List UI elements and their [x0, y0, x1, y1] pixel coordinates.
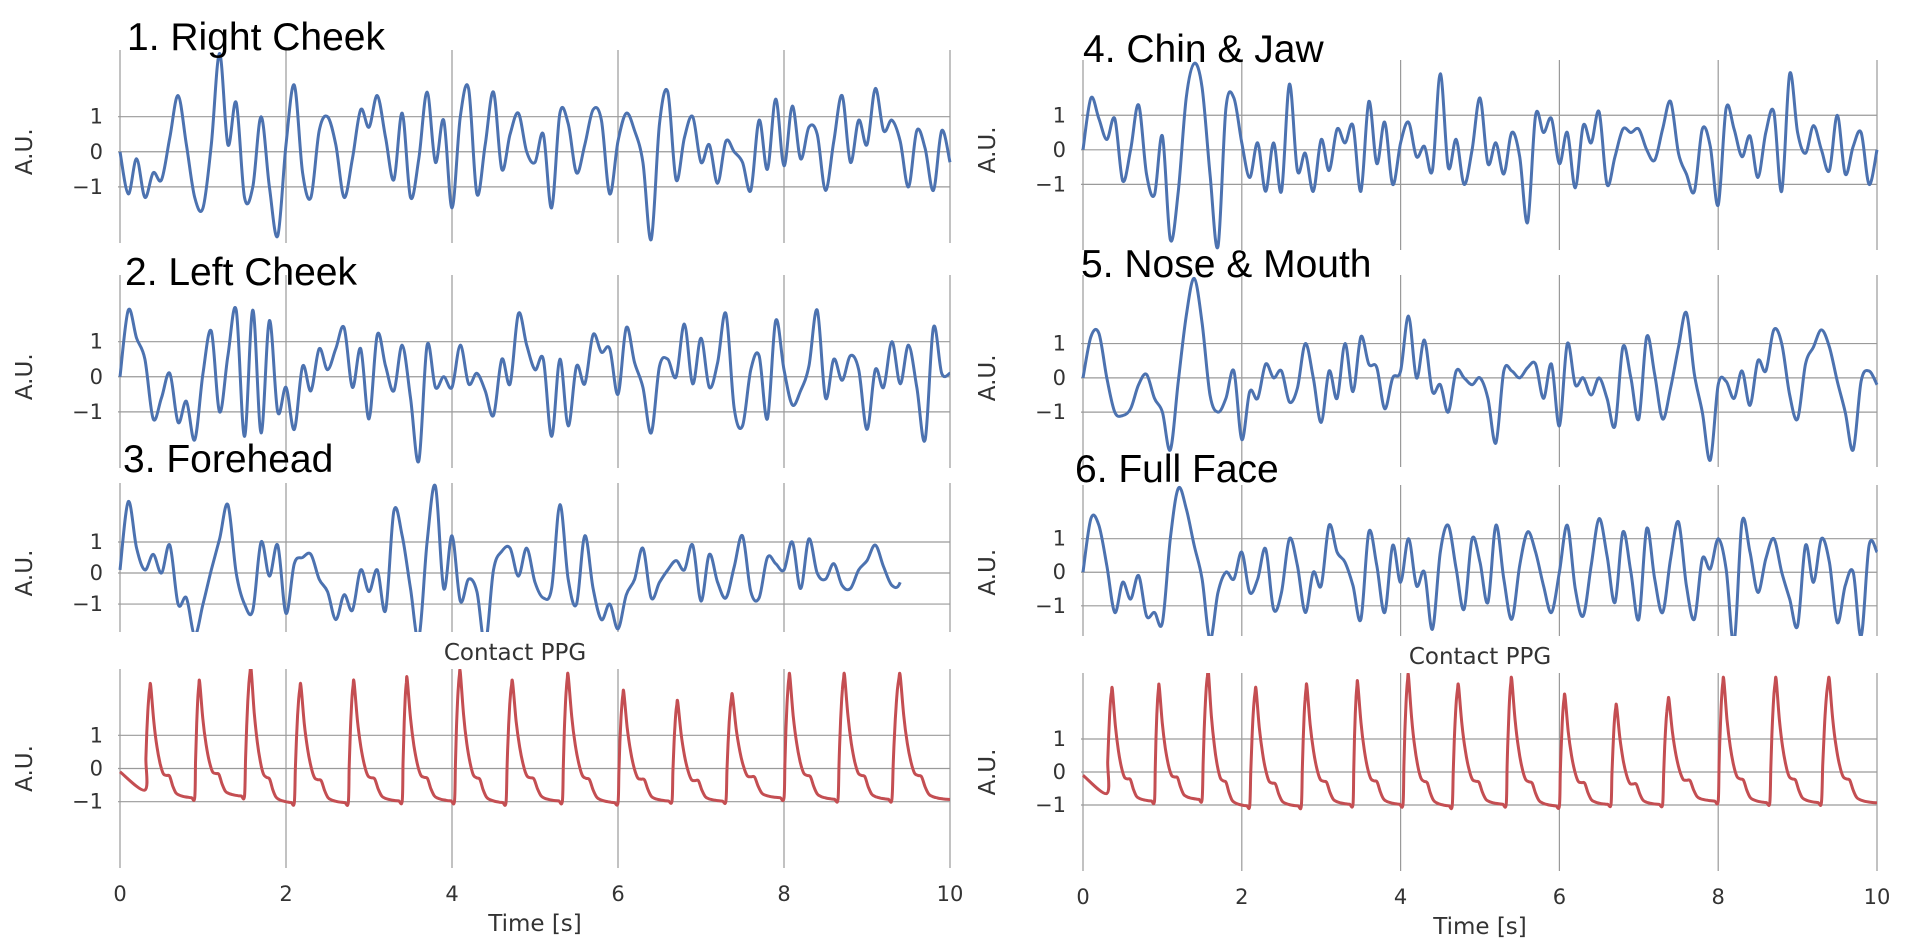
x-tick-label: 4	[1394, 885, 1407, 909]
y-axis-label: A.U.	[975, 126, 1001, 173]
y-tick-label: 0	[1053, 366, 1066, 390]
x-tick-label: 0	[1076, 885, 1089, 909]
chart-panel-3: 1 0 −1 A.U. 3. Forehead	[12, 438, 951, 632]
y-tick-label: 1	[1053, 527, 1066, 551]
panel-title: 3. Forehead	[123, 438, 333, 481]
y-tick-label: 1	[1053, 727, 1066, 751]
panel-title: 4. Chin & Jaw	[1083, 28, 1324, 71]
y-tick-label: −1	[72, 400, 103, 424]
y-tick-label: 1	[90, 723, 103, 747]
panel-title: Contact PPG	[1409, 644, 1551, 670]
panel-title: 2. Left Cheek	[125, 251, 357, 294]
series-line	[119, 669, 951, 807]
panel-title: Contact PPG	[444, 640, 586, 666]
y-axis-label: A.U.	[12, 745, 38, 792]
series-line	[118, 52, 952, 242]
y-tick-label: 1	[1053, 332, 1066, 356]
y-tick-label: −1	[1035, 172, 1066, 196]
chart-panel-2: 1 0 −1 A.U. 2. Left Cheek	[12, 251, 951, 468]
x-tick-label: 0	[113, 882, 126, 906]
y-tick-label: 0	[1053, 560, 1066, 584]
y-axis-label: A.U.	[975, 354, 1001, 401]
y-axis-label: A.U.	[12, 353, 38, 400]
y-tick-label: −1	[1035, 594, 1066, 618]
x-tick-label: 10	[1864, 885, 1891, 909]
y-tick-label: 1	[90, 105, 103, 129]
x-tick-label: 10	[937, 882, 964, 906]
y-tick-label: 0	[90, 365, 103, 389]
y-tick-label: 0	[90, 757, 103, 781]
series-line	[1081, 61, 1879, 250]
y-axis-label: A.U.	[12, 550, 38, 597]
x-tick-label: 2	[279, 882, 292, 906]
series-line	[1081, 276, 1879, 462]
y-tick-label: 0	[1053, 760, 1066, 784]
chart-panel-1: 1 0 −1 A.U. 1. Right Cheek	[12, 16, 952, 243]
x-tick-label: 6	[611, 882, 624, 906]
x-tick-label: 8	[777, 882, 790, 906]
panel-title: 5. Nose & Mouth	[1081, 243, 1371, 286]
y-tick-label: 1	[90, 530, 103, 554]
y-tick-label: −1	[72, 592, 103, 616]
y-tick-label: −1	[72, 790, 103, 814]
x-axis-label: Time [s]	[1432, 914, 1527, 940]
panel-title: 6. Full Face	[1075, 448, 1279, 491]
y-axis-label: A.U.	[12, 128, 38, 175]
x-tick-label: 6	[1553, 885, 1566, 909]
panel-title: 1. Right Cheek	[127, 16, 385, 59]
x-tick-label: 4	[445, 882, 458, 906]
y-tick-label: 1	[90, 330, 103, 354]
y-axis-label: A.U.	[975, 549, 1001, 596]
series-line	[1082, 673, 1878, 811]
chart-panel-6: 1 0 −1 A.U. 5. Nose & Mouth	[975, 243, 1879, 467]
y-tick-label: 1	[1053, 103, 1066, 127]
y-tick-label: −1	[1035, 793, 1066, 817]
y-tick-label: 0	[90, 140, 103, 164]
chart-panel-7: 1 0 −1 A.U. 6. Full Face	[975, 448, 1879, 636]
y-tick-label: −1	[1035, 400, 1066, 424]
series-line	[118, 306, 951, 464]
chart-panel-5: 1 0 −1 A.U. 4. Chin & Jaw	[975, 28, 1879, 250]
y-tick-label: −1	[72, 175, 103, 199]
x-tick-label: 2	[1235, 885, 1248, 909]
x-axis-label: Time [s]	[487, 911, 582, 937]
y-axis-label: A.U.	[975, 749, 1001, 796]
series-line	[118, 483, 902, 632]
y-tick-label: 0	[1053, 138, 1066, 162]
x-tick-label: 8	[1712, 885, 1725, 909]
y-tick-label: 0	[90, 561, 103, 585]
series-line	[1081, 485, 1879, 636]
